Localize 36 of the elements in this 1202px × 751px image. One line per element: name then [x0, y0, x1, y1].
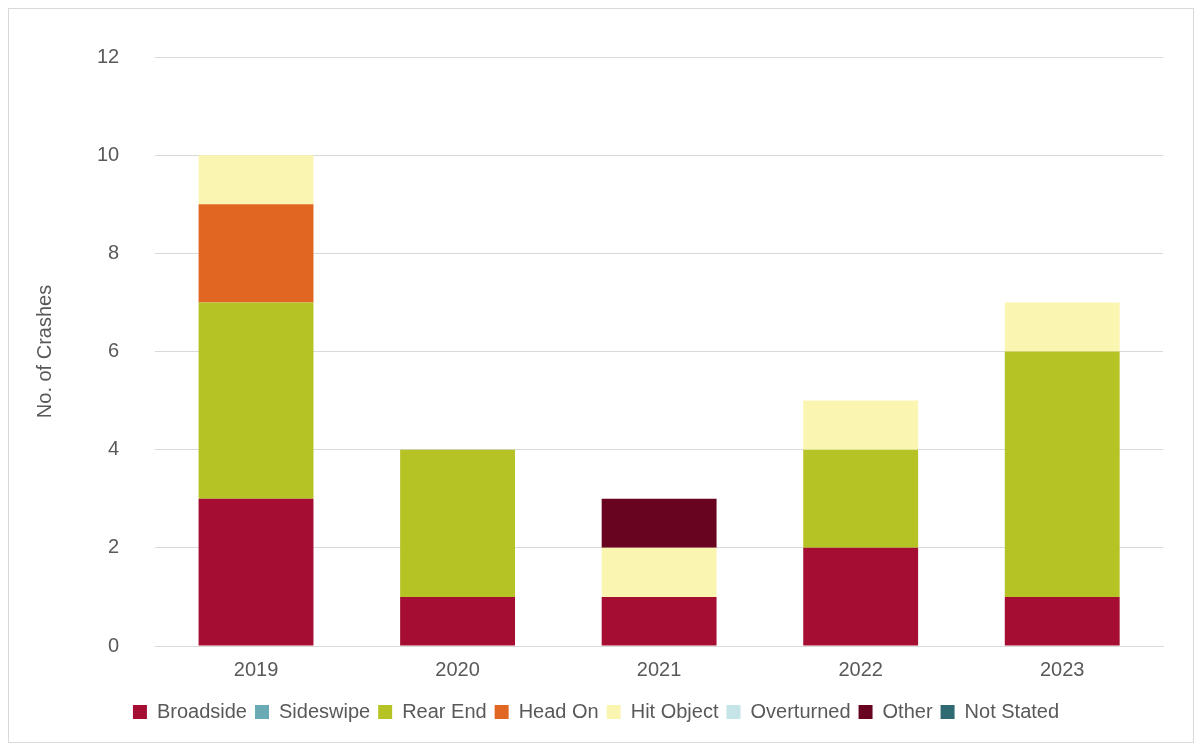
bar — [1004, 351, 1120, 597]
y-tick-label: 2 — [108, 535, 120, 558]
y-tick-label: 4 — [108, 437, 120, 460]
bar — [1004, 596, 1120, 646]
legend-label: Sideswipe — [278, 699, 371, 722]
bar — [601, 547, 717, 597]
x-tick-label: 2022 — [838, 657, 883, 680]
bar — [198, 155, 314, 205]
y-tick-label: 12 — [97, 44, 120, 67]
x-tick-label: 2020 — [435, 657, 480, 680]
bar — [400, 596, 516, 646]
bar — [803, 400, 919, 450]
bar — [198, 498, 314, 646]
x-tick-label: 2021 — [636, 657, 682, 680]
bar — [803, 547, 919, 646]
bar — [400, 449, 516, 597]
bar — [601, 596, 717, 646]
y-axis-title: No. of Crashes — [32, 284, 55, 419]
legend-label: Broadside — [156, 699, 247, 722]
legend-label: Hit Object — [630, 699, 719, 722]
legend-label: Other — [882, 699, 933, 722]
bar — [198, 302, 314, 499]
bar — [601, 498, 717, 548]
y-tick-label: 10 — [97, 142, 120, 165]
legend-label: Rear End — [402, 699, 487, 722]
x-tick-label: 2019 — [233, 657, 279, 680]
y-tick-label: 8 — [108, 240, 120, 263]
x-tick-label: 2023 — [1039, 657, 1085, 680]
bar — [198, 204, 314, 303]
y-tick-label: 0 — [108, 633, 120, 656]
bar — [803, 449, 919, 548]
legend-label: Overturned — [750, 699, 851, 722]
y-tick-label: 6 — [108, 339, 120, 362]
legend-label: Head On — [518, 699, 599, 722]
bar — [1004, 302, 1120, 352]
legend-label: Not Stated — [964, 699, 1060, 722]
